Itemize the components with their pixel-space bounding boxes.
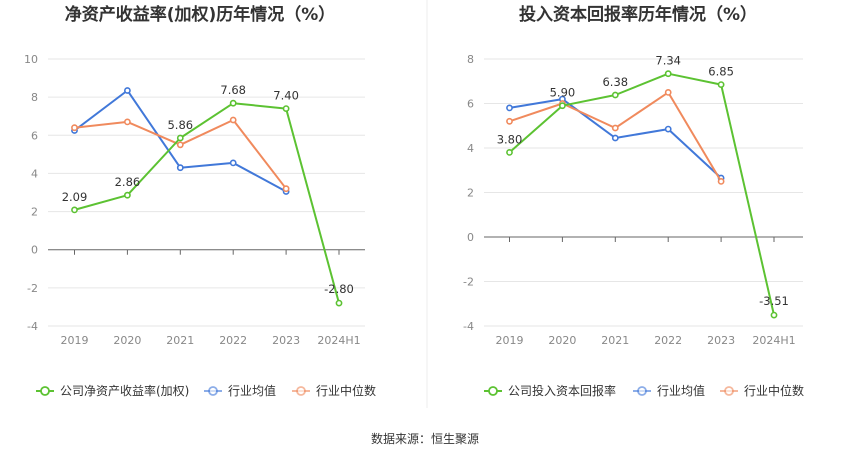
y-tick-label: 2: [467, 187, 474, 200]
legend-label: 公司投入资本回报率: [508, 383, 616, 398]
data-label: 6.85: [708, 65, 734, 79]
data-point: [506, 148, 513, 156]
y-tick-label: -2: [27, 282, 38, 295]
x-tick-label: 2022: [219, 334, 247, 347]
data-point: [664, 125, 672, 133]
chart-title: 投入资本回报率历年情况（%）: [519, 4, 757, 25]
series-line: [74, 102, 340, 304]
legend-label: 行业中位数: [744, 383, 804, 398]
data-point: [506, 117, 513, 125]
data-source-note: 数据来源：恒生聚源: [371, 431, 479, 446]
data-label: 5.86: [167, 118, 193, 132]
data-point: [124, 191, 131, 199]
y-tick-label: -4: [463, 320, 474, 333]
data-point: [176, 134, 184, 142]
data-point: [664, 70, 672, 78]
data-point: [282, 105, 290, 112]
y-tick-label: 4: [467, 142, 474, 155]
x-tick-label: 2020: [548, 334, 576, 347]
data-label: 3.80: [497, 132, 523, 146]
x-tick-label: 2024H1: [752, 334, 795, 347]
y-tick-label: -2: [463, 276, 474, 289]
data-point: [717, 81, 725, 88]
x-tick-label: 2023: [272, 334, 300, 347]
data-point: [229, 159, 237, 167]
y-tick-label: -4: [27, 320, 38, 333]
y-tick-label: 4: [31, 167, 38, 180]
data-point: [611, 91, 619, 99]
y-tick-label: 6: [467, 98, 474, 111]
legend-swatch-marker: [724, 386, 734, 396]
y-tick-label: 10: [24, 53, 38, 66]
data-label: 6.38: [602, 75, 628, 89]
data-label: 7.40: [273, 89, 299, 103]
data-point: [611, 124, 619, 132]
legend-label: 行业均值: [228, 383, 276, 398]
data-point: [71, 124, 78, 132]
x-tick-label: 2020: [113, 334, 141, 347]
data-point: [229, 99, 237, 107]
data-label: 7.68: [220, 83, 246, 97]
data-point: [770, 311, 778, 319]
data-point: [176, 141, 184, 149]
data-point: [124, 118, 131, 126]
y-tick-label: 2: [31, 206, 38, 219]
data-point: [71, 206, 78, 214]
data-point: [664, 89, 672, 96]
legend-swatch-marker: [637, 386, 647, 396]
x-tick-label: 2023: [707, 334, 735, 347]
chart-title: 净资产收益率(加权)历年情况（%）: [65, 4, 336, 25]
data-point: [176, 164, 184, 172]
data-point: [559, 102, 566, 110]
data-point: [717, 177, 725, 185]
y-tick-label: 8: [467, 53, 474, 66]
data-label: 7.34: [655, 54, 681, 68]
data-point: [611, 134, 619, 142]
x-tick-label: 2021: [166, 334, 194, 347]
chart-roe: 净资产收益率(加权)历年情况（%） -4 -2 0 2 4 6 8 10 2019 2020 2021…: [24, 4, 376, 398]
series-line: [508, 72, 775, 316]
data-point: [282, 185, 290, 193]
data-label: 2.09: [62, 190, 88, 204]
legend-swatch-marker: [488, 386, 498, 396]
y-tick-label: 8: [31, 91, 38, 104]
x-tick-label: 2019: [61, 334, 89, 347]
y-tick-label: 6: [31, 129, 38, 142]
data-point: [124, 87, 131, 94]
data-label: 5.90: [550, 86, 576, 100]
data-point: [506, 104, 513, 112]
data-label: 2.86: [115, 175, 141, 189]
legend-label: 行业中位数: [316, 383, 376, 398]
legend-label: 行业均值: [657, 383, 705, 398]
x-tick-label: 2024H1: [317, 334, 360, 347]
data-point: [229, 116, 237, 124]
x-tick-label: 2021: [601, 334, 629, 347]
legend-swatch-marker: [296, 386, 306, 396]
data-label: -2.80: [324, 282, 354, 296]
y-tick-label: 0: [31, 244, 38, 257]
chart-roic: 投入资本回报率历年情况（%） -4 -2 0 2 4 6 8 2019 2020 2021 2022 2…: [463, 4, 804, 398]
x-tick-label: 2022: [654, 334, 682, 347]
legend-label: 公司净资产收益率(加权): [60, 383, 189, 398]
data-point: [335, 299, 343, 307]
x-tick-label: 2019: [496, 334, 524, 347]
legend-swatch-marker: [40, 386, 50, 396]
legend-swatch-marker: [208, 386, 218, 396]
y-tick-label: 0: [467, 231, 474, 244]
data-label: -3.51: [759, 294, 789, 308]
